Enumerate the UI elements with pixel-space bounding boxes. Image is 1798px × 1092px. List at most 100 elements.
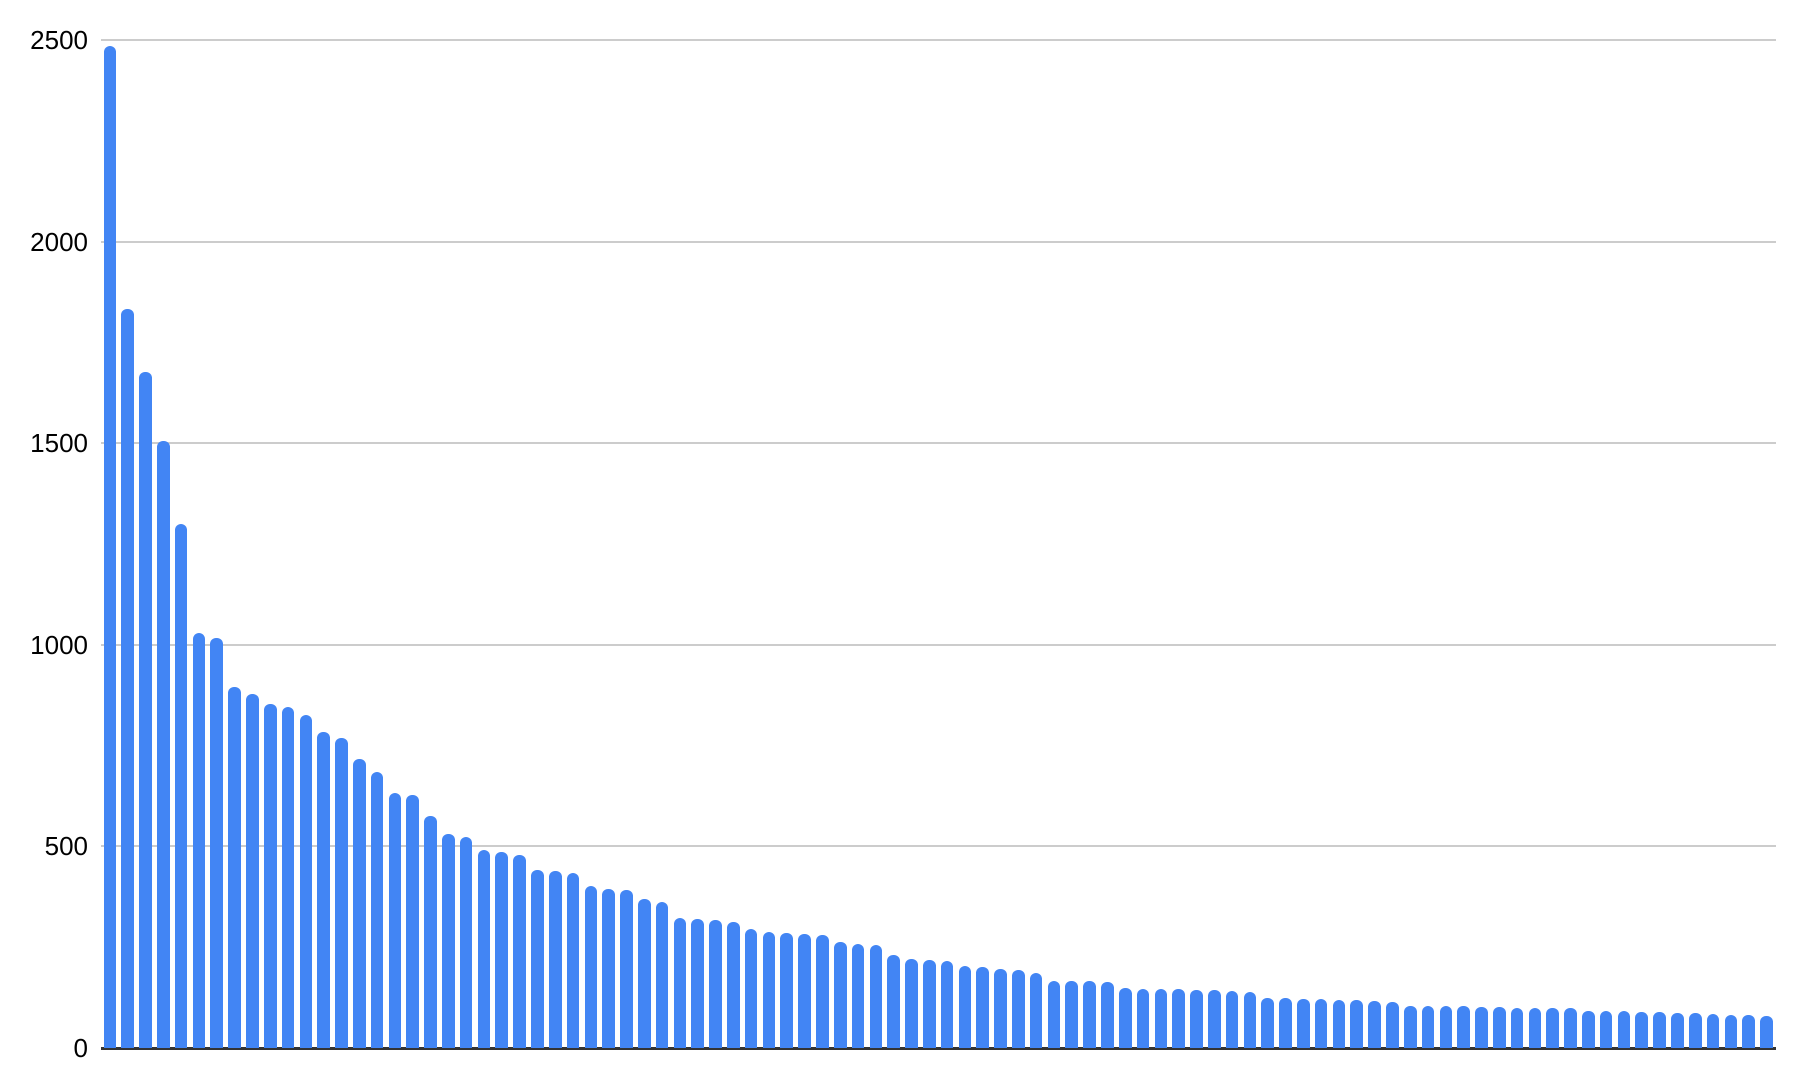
bar-34 xyxy=(691,919,705,1048)
bar-86 xyxy=(1617,1011,1631,1048)
gridline-2000 xyxy=(101,240,1776,243)
bar-46 xyxy=(905,959,918,1048)
bar-1 xyxy=(103,46,117,1048)
bar-18 xyxy=(406,794,420,1048)
bar-43 xyxy=(851,943,865,1048)
bar-80 xyxy=(1510,1007,1524,1048)
bar-71 xyxy=(1350,1000,1364,1048)
bar-69 xyxy=(1314,999,1328,1048)
bar-28 xyxy=(584,885,598,1048)
bar-32 xyxy=(655,902,669,1048)
bar-31 xyxy=(637,899,651,1048)
bar-22 xyxy=(477,850,491,1048)
y-axis-label-0: 0 xyxy=(73,1033,88,1063)
bar-50 xyxy=(976,967,990,1048)
bar-26 xyxy=(548,871,562,1048)
bar-3 xyxy=(139,371,152,1048)
bar-8 xyxy=(228,687,241,1048)
bar-60 xyxy=(1154,989,1168,1048)
y-axis-label-1500: 1500 xyxy=(30,428,88,459)
bar-66 xyxy=(1261,998,1275,1048)
bar-56 xyxy=(1083,981,1096,1048)
gridline-500 xyxy=(101,845,1776,848)
bar-42 xyxy=(833,941,847,1048)
bar-51 xyxy=(994,968,1007,1048)
bar-92 xyxy=(1724,1014,1738,1048)
bar-13 xyxy=(317,732,330,1048)
bar-29 xyxy=(602,889,615,1048)
bar-14 xyxy=(335,737,348,1048)
bar-12 xyxy=(299,714,313,1048)
plot-area xyxy=(101,0,1776,1092)
y-axis-label-1000: 1000 xyxy=(30,629,88,660)
bar-58 xyxy=(1118,988,1132,1048)
bar-62 xyxy=(1190,989,1203,1048)
bar-82 xyxy=(1546,1008,1560,1048)
bar-63 xyxy=(1207,989,1221,1048)
bar-41 xyxy=(816,934,829,1048)
bar-25 xyxy=(531,869,544,1048)
bar-79 xyxy=(1492,1007,1506,1048)
bar-24 xyxy=(513,855,526,1048)
bar-19 xyxy=(424,816,437,1048)
bar-67 xyxy=(1279,998,1292,1048)
bar-72 xyxy=(1368,1000,1381,1048)
bar-90 xyxy=(1688,1013,1702,1048)
bar-52 xyxy=(1012,969,1025,1048)
bar-15 xyxy=(352,758,366,1048)
bar-78 xyxy=(1475,1007,1488,1048)
gridline-1500 xyxy=(101,442,1776,445)
gridline-2500 xyxy=(101,39,1776,41)
bar-17 xyxy=(388,792,402,1048)
bar-73 xyxy=(1386,1001,1399,1048)
y-axis-label-2500: 2500 xyxy=(30,25,88,55)
bar-75 xyxy=(1421,1006,1435,1048)
bar-10 xyxy=(263,703,277,1048)
bar-35 xyxy=(709,920,722,1048)
bar-40 xyxy=(798,933,811,1048)
bars xyxy=(101,40,1776,1048)
bar-47 xyxy=(922,960,936,1048)
bar-44 xyxy=(869,944,883,1048)
bar-70 xyxy=(1332,999,1346,1048)
bar-87 xyxy=(1635,1011,1649,1048)
bar-11 xyxy=(281,706,295,1048)
bar-91 xyxy=(1706,1013,1720,1048)
bar-2 xyxy=(121,309,135,1048)
bar-57 xyxy=(1101,981,1114,1048)
bar-21 xyxy=(459,836,473,1048)
bar-20 xyxy=(442,834,455,1048)
bar-6 xyxy=(192,632,206,1048)
bar-30 xyxy=(620,890,633,1048)
bar-45 xyxy=(887,955,900,1048)
bar-88 xyxy=(1653,1012,1666,1048)
bar-61 xyxy=(1172,989,1185,1048)
bar-54 xyxy=(1047,980,1061,1048)
bar-74 xyxy=(1403,1005,1417,1048)
bar-65 xyxy=(1243,991,1257,1048)
bar-4 xyxy=(157,440,170,1048)
bar-16 xyxy=(370,772,384,1048)
y-axis-label-500: 500 xyxy=(44,831,88,862)
bar-84 xyxy=(1582,1010,1595,1048)
bar-5 xyxy=(174,523,188,1048)
bar-81 xyxy=(1528,1007,1542,1048)
bar-94 xyxy=(1760,1015,1773,1048)
bar-9 xyxy=(246,694,259,1048)
bar-7 xyxy=(210,637,224,1048)
bar-76 xyxy=(1439,1006,1453,1048)
bar-36 xyxy=(727,921,740,1048)
gridline-1000 xyxy=(101,643,1776,646)
bar-48 xyxy=(940,960,954,1048)
bar-53 xyxy=(1029,972,1043,1048)
bar-49 xyxy=(958,965,972,1048)
bar-55 xyxy=(1065,981,1079,1048)
bar-68 xyxy=(1297,998,1310,1048)
bar-89 xyxy=(1671,1012,1684,1048)
bar-83 xyxy=(1564,1008,1577,1048)
bar-23 xyxy=(495,852,509,1048)
bar-39 xyxy=(780,933,794,1048)
bar-27 xyxy=(566,872,580,1048)
bar-77 xyxy=(1457,1006,1470,1048)
